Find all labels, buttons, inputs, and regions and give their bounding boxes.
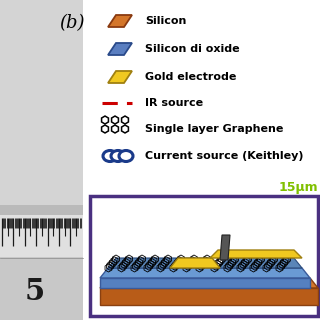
Text: Single layer Graphene: Single layer Graphene bbox=[145, 124, 284, 134]
Polygon shape bbox=[112, 125, 118, 133]
Text: Silicon: Silicon bbox=[145, 16, 186, 26]
Text: 15μm: 15μm bbox=[278, 181, 318, 195]
Polygon shape bbox=[220, 235, 230, 260]
Ellipse shape bbox=[111, 150, 125, 162]
Ellipse shape bbox=[103, 150, 117, 162]
Text: IR source: IR source bbox=[145, 98, 203, 108]
Polygon shape bbox=[101, 125, 108, 133]
Polygon shape bbox=[108, 15, 132, 27]
Text: (b): (b) bbox=[59, 14, 85, 32]
Polygon shape bbox=[100, 288, 318, 305]
Text: Silicon di oxide: Silicon di oxide bbox=[145, 44, 240, 54]
Text: Gold electrode: Gold electrode bbox=[145, 72, 236, 82]
Polygon shape bbox=[100, 278, 310, 288]
Bar bbox=[0, 205, 83, 215]
Bar bbox=[0, 215, 83, 257]
Bar bbox=[0, 0, 83, 215]
Polygon shape bbox=[112, 116, 118, 124]
Text: Current source (Keithley): Current source (Keithley) bbox=[145, 151, 303, 161]
Polygon shape bbox=[100, 268, 310, 278]
Polygon shape bbox=[210, 250, 302, 258]
Text: 5: 5 bbox=[25, 277, 45, 307]
Polygon shape bbox=[122, 116, 128, 124]
Polygon shape bbox=[101, 116, 108, 124]
Polygon shape bbox=[108, 258, 220, 268]
Polygon shape bbox=[100, 278, 318, 288]
Polygon shape bbox=[122, 125, 128, 133]
Bar bbox=[0, 215, 83, 320]
Ellipse shape bbox=[119, 150, 133, 162]
Polygon shape bbox=[108, 43, 132, 55]
Polygon shape bbox=[218, 258, 302, 268]
Polygon shape bbox=[108, 71, 132, 83]
Polygon shape bbox=[170, 258, 220, 268]
Bar bbox=[90, 196, 318, 316]
